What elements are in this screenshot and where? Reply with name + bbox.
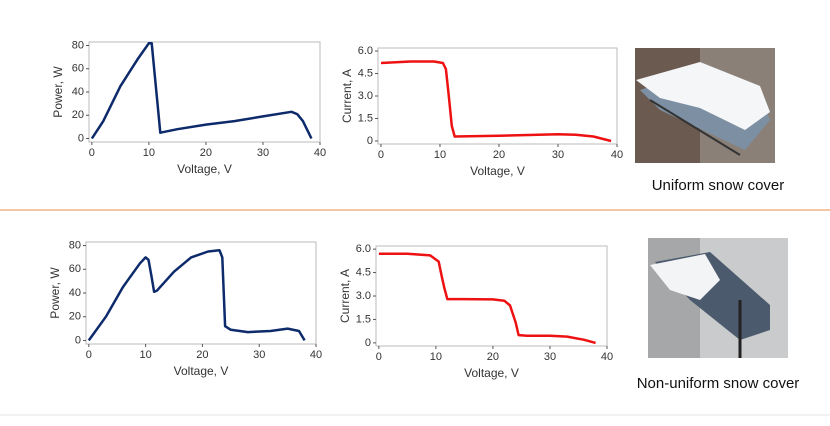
- y-axis-label: Power, W: [48, 267, 62, 319]
- x-axis-label: Voltage, V: [177, 162, 232, 176]
- x-axis-label: Voltage, V: [464, 366, 519, 380]
- x-tick-label: 30: [552, 149, 564, 161]
- y-axis-label: Power, W: [51, 66, 65, 118]
- y-tick-label: 6.0: [358, 45, 373, 57]
- x-tick-label: 0: [378, 149, 384, 161]
- y-tick-label: 3.0: [358, 90, 373, 102]
- y-tick-label: 1.5: [358, 112, 373, 124]
- data-line: [378, 252, 596, 345]
- photo: [635, 48, 775, 163]
- plot-area: [88, 41, 321, 143]
- y-tick-label: 80: [72, 39, 84, 51]
- x-tick-label: 40: [314, 147, 326, 159]
- x-tick-label: 20: [196, 349, 208, 361]
- y-tick-label: 0: [78, 132, 84, 144]
- y-axis-label: Current, A: [338, 269, 352, 323]
- y-tick-label: 6.0: [356, 243, 371, 255]
- x-tick-label: 10: [143, 147, 155, 159]
- data-line: [90, 41, 313, 140]
- y-tick-label: 3.0: [356, 290, 371, 302]
- y-tick-label: 60: [72, 63, 84, 75]
- x-tick-label: 30: [257, 147, 269, 159]
- plot-area: [375, 245, 608, 347]
- x-tick-label: 0: [89, 147, 95, 159]
- x-tick-label: 30: [544, 351, 556, 363]
- photo: [648, 238, 788, 358]
- x-tick-label: 0: [86, 349, 92, 361]
- y-tick-label: 60: [69, 263, 81, 275]
- plot-area: [85, 241, 317, 345]
- x-tick-label: 10: [434, 149, 446, 161]
- caption: Uniform snow cover: [652, 177, 785, 194]
- x-tick-label: 10: [430, 351, 442, 363]
- y-tick-label: 4.5: [356, 266, 371, 278]
- y-tick-label: 4.5: [358, 67, 373, 79]
- x-tick-label: 20: [493, 149, 505, 161]
- y-tick-label: 40: [72, 86, 84, 98]
- y-tick-label: 20: [69, 311, 81, 323]
- caption: Non-uniform snow cover: [637, 375, 800, 392]
- x-tick-label: 40: [310, 349, 322, 361]
- y-tick-label: 1.5: [356, 313, 371, 325]
- x-tick-label: 40: [601, 351, 613, 363]
- data-line: [87, 249, 306, 342]
- y-tick-label: 0: [365, 337, 371, 349]
- data-line: [380, 60, 612, 143]
- y-tick-label: 40: [69, 287, 81, 299]
- x-tick-label: 30: [253, 349, 265, 361]
- x-tick-label: 40: [611, 149, 623, 161]
- x-axis-label: Voltage, V: [470, 164, 525, 178]
- x-tick-label: 20: [200, 147, 212, 159]
- x-tick-label: 10: [140, 349, 152, 361]
- x-axis-label: Voltage, V: [174, 364, 229, 378]
- y-axis-label: Current, A: [340, 69, 354, 123]
- x-tick-label: 0: [376, 351, 382, 363]
- y-tick-label: 0: [367, 135, 373, 147]
- plot-area: [377, 47, 618, 145]
- x-tick-label: 20: [487, 351, 499, 363]
- y-tick-label: 80: [69, 239, 81, 251]
- y-tick-label: 0: [75, 334, 81, 346]
- y-tick-label: 20: [72, 109, 84, 121]
